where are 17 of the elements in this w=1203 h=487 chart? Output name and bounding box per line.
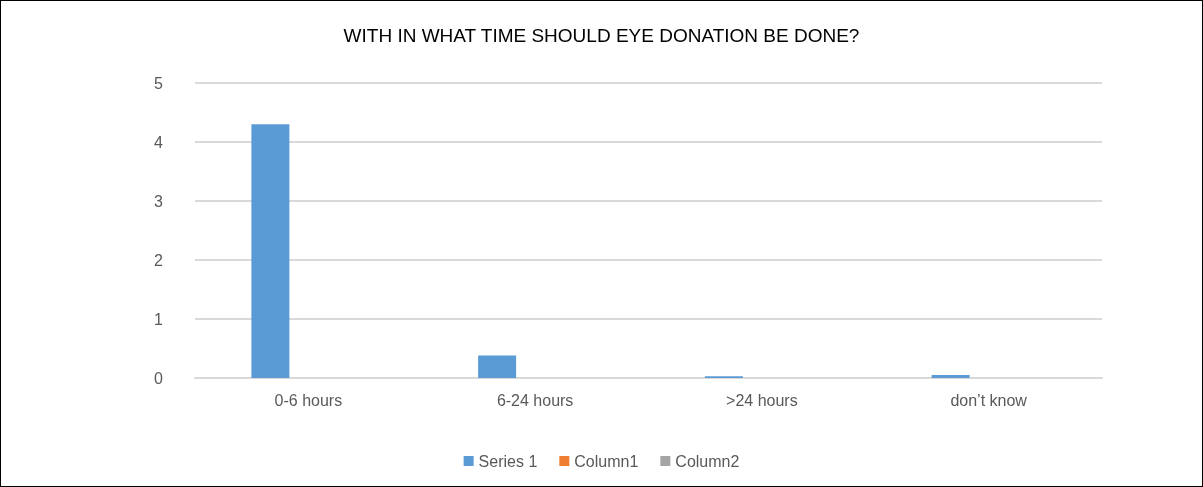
y-tick-label: 4 bbox=[154, 133, 164, 151]
bar bbox=[251, 124, 290, 378]
x-tick-label: 0-6 hours bbox=[274, 391, 343, 409]
x-tick-label: 6-24 hours bbox=[496, 391, 574, 409]
legend-label: Column2 bbox=[675, 452, 740, 470]
chart-title: WITH IN WHAT TIME SHOULD EYE DONATION BE DONE? bbox=[343, 25, 860, 46]
x-tick-label: >24 hours bbox=[726, 391, 798, 409]
legend-label: Column1 bbox=[574, 452, 639, 470]
y-tick-label: 2 bbox=[154, 251, 164, 269]
bar bbox=[931, 375, 970, 378]
legend-label: Series 1 bbox=[478, 452, 538, 470]
y-tick-label: 0 bbox=[154, 369, 164, 387]
y-tick-label: 1 bbox=[154, 310, 164, 328]
bar bbox=[478, 355, 517, 378]
x-tick-label: don’t know bbox=[950, 391, 1028, 409]
y-tick-label: 3 bbox=[154, 192, 164, 210]
y-tick-label: 5 bbox=[154, 74, 164, 92]
